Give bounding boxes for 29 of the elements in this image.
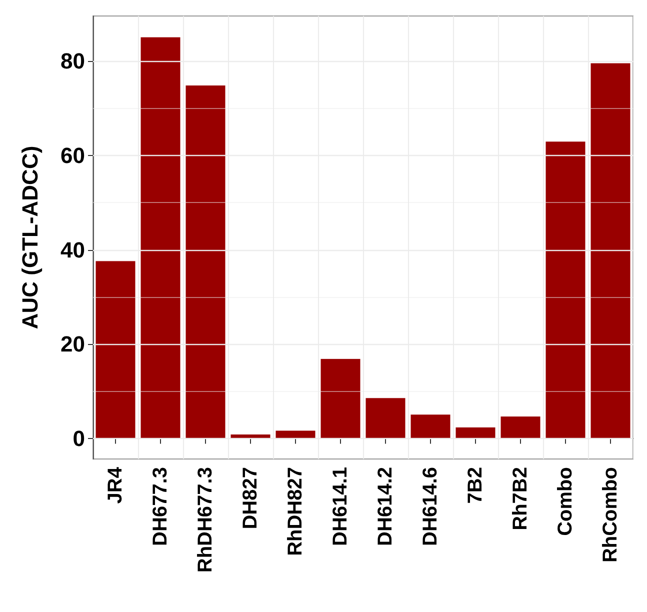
x-tick-label: DH614.2 bbox=[374, 467, 396, 546]
bar bbox=[500, 416, 541, 439]
bar bbox=[455, 426, 496, 439]
bar bbox=[590, 62, 631, 439]
x-tick-label: RhCombo bbox=[600, 467, 622, 563]
bar bbox=[95, 260, 136, 439]
x-tick-label: JR4 bbox=[104, 466, 126, 504]
bar bbox=[545, 141, 586, 439]
y-axis-title: AUC (GTL-ADCC) bbox=[18, 146, 42, 330]
x-tick-label: RhDH827 bbox=[284, 467, 306, 556]
x-tick-label: 7B2 bbox=[464, 467, 486, 504]
y-tick-label: 0 bbox=[72, 426, 85, 452]
bar bbox=[185, 84, 226, 439]
y-tick-label: 80 bbox=[60, 48, 85, 74]
bar bbox=[320, 358, 361, 439]
bar bbox=[410, 414, 451, 439]
bar bbox=[365, 398, 406, 439]
x-tick-label: DH677.3 bbox=[150, 467, 172, 546]
bar bbox=[140, 36, 181, 439]
y-tick-label: 60 bbox=[60, 142, 85, 168]
y-tick-label: 40 bbox=[60, 237, 85, 262]
x-tick-label: DH827 bbox=[240, 467, 262, 530]
x-tick-label: Rh7B2 bbox=[510, 467, 532, 530]
x-tick-label: DH614.6 bbox=[420, 467, 442, 546]
x-tick-label: Combo bbox=[554, 467, 576, 536]
bar bbox=[275, 430, 316, 439]
x-tick-label: DH614.1 bbox=[330, 467, 352, 546]
x-tick-label: RhDH677.3 bbox=[194, 467, 216, 573]
y-tick-label: 20 bbox=[60, 332, 85, 357]
